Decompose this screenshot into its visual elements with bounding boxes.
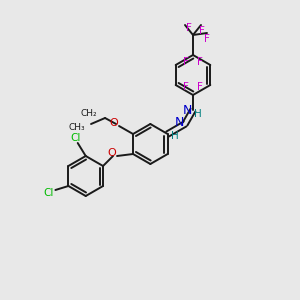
Text: H: H [194,109,202,119]
Text: O: O [108,148,116,158]
Text: O: O [110,118,118,128]
Text: F: F [183,82,189,92]
Text: F: F [197,82,203,92]
Text: N: N [182,103,192,116]
Text: N: N [174,116,184,128]
Text: CH₃: CH₃ [68,124,85,133]
Text: F: F [204,34,210,44]
Text: F: F [197,57,203,67]
Text: Cl: Cl [43,188,54,198]
Text: F: F [199,26,205,36]
Text: CH₂: CH₂ [80,109,97,118]
Text: Cl: Cl [70,133,81,143]
Text: H: H [171,131,178,141]
Text: F: F [183,57,189,67]
Text: F: F [186,23,192,33]
